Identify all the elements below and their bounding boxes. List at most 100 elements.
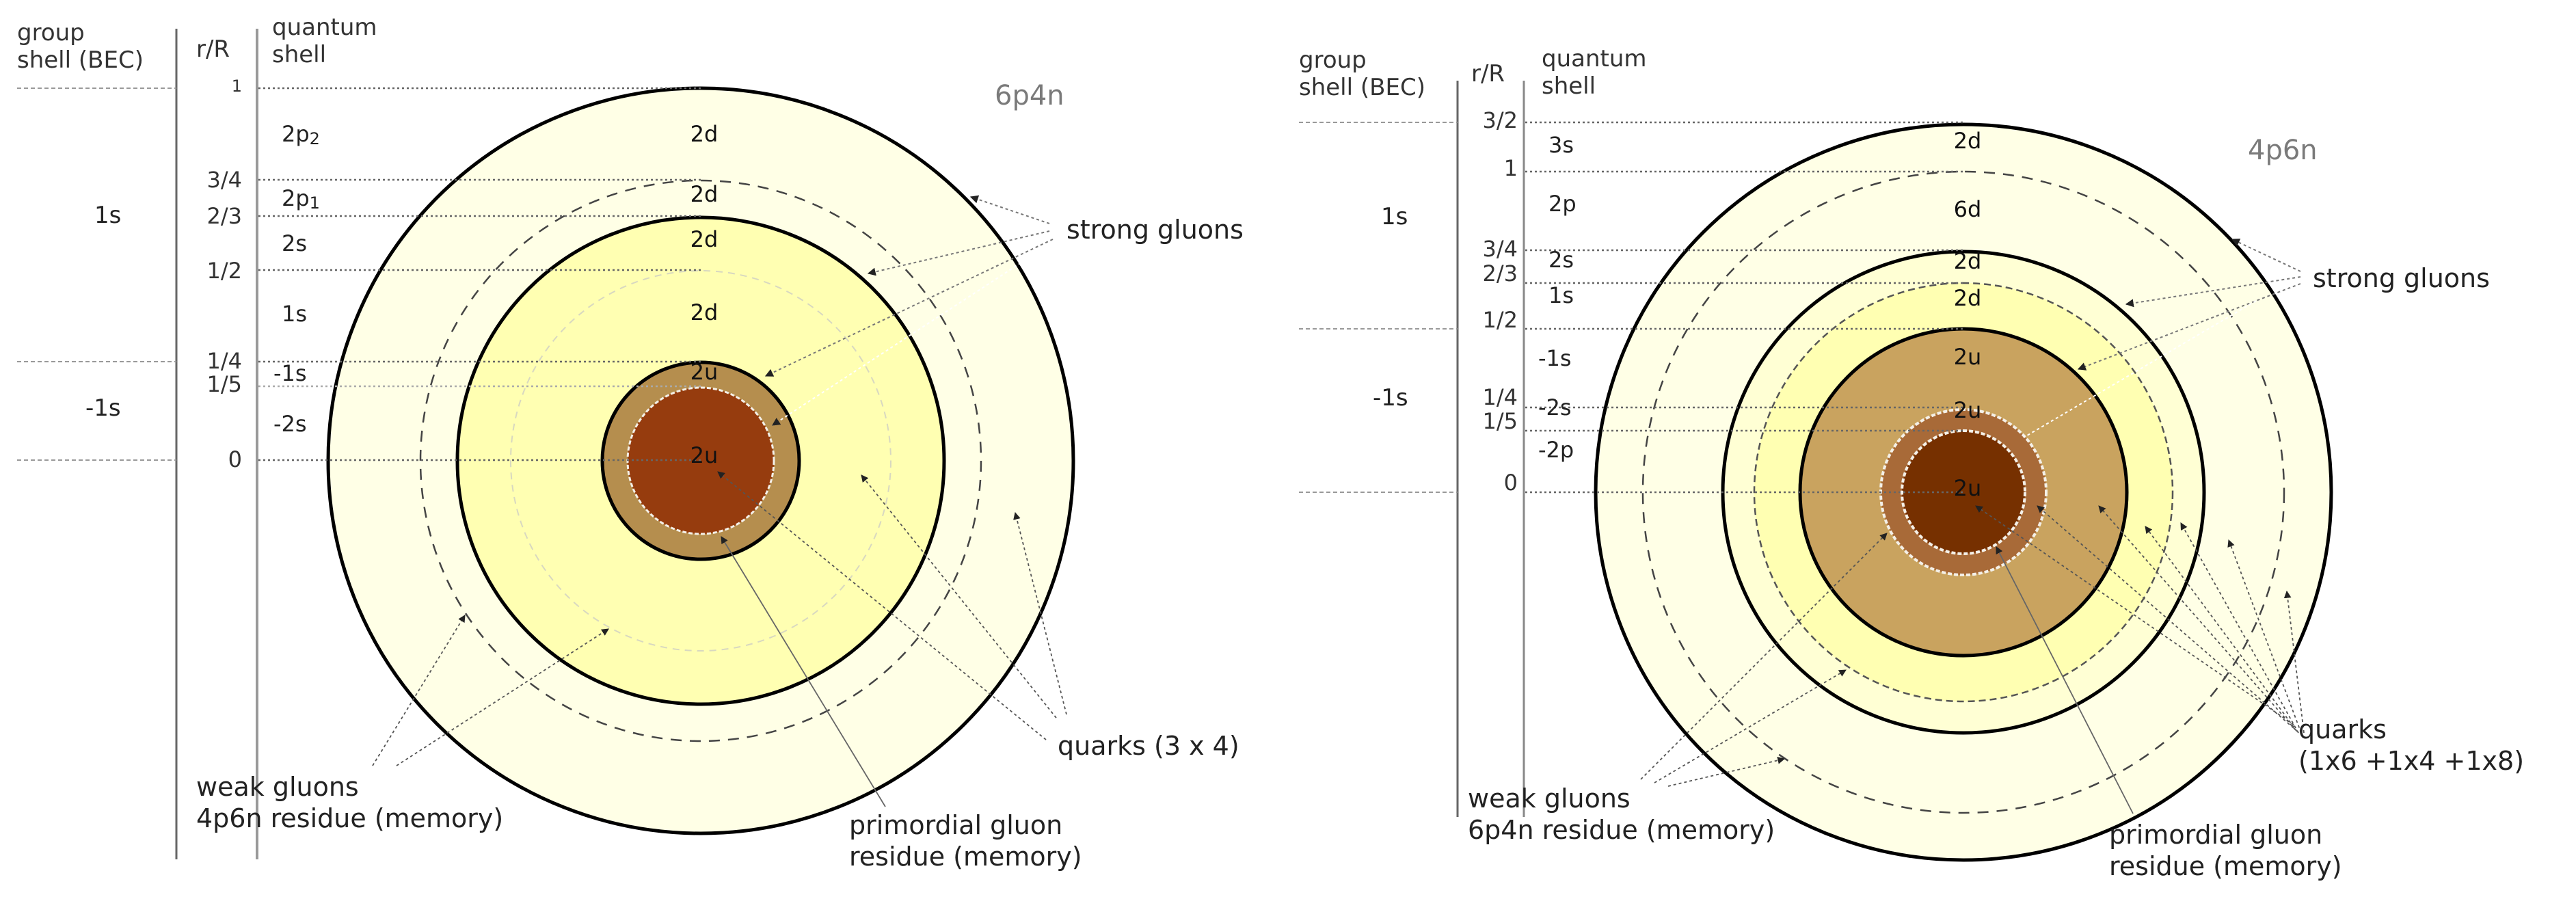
left-header-group-shell: group shell (BEC) (17, 19, 144, 74)
qshell-text: 2p (282, 185, 310, 211)
left-diagram (17, 29, 1075, 859)
annotation-text: weak gluons (1468, 783, 1631, 814)
right-ring-label-outer: 2d (1953, 128, 1982, 154)
right-qshell-3s: 3s (1548, 132, 1574, 158)
annotation-text: (1x6 +1x4 +1x8) (2298, 746, 2525, 776)
left-rR-1-4: 1/4 (206, 348, 243, 374)
left-qshell-2p1: 2p1 (282, 187, 320, 211)
left-ring-label-ring: 2u (690, 359, 719, 385)
right-rR-1-2: 1/2 (1482, 307, 1518, 333)
left-rR-0: 0 (228, 446, 242, 472)
right-group-shell-1s: 1s (1381, 203, 1408, 230)
left-rR-2-3: 2/3 (206, 203, 243, 229)
annotation-text: residue (memory) (2109, 851, 2342, 881)
left-qshell-1s: 1s (282, 301, 308, 327)
right-rR-1-4: 1/4 (1482, 384, 1518, 410)
header-text: shell (272, 41, 327, 68)
right-group-lines (1299, 122, 1458, 493)
left-rR-1-5: 1/5 (206, 371, 243, 397)
left-ring-label-outer: 2d (690, 121, 719, 147)
right-qshell-neg1s: -1s (1538, 345, 1572, 371)
left-dashed-shell (419, 179, 982, 742)
left-qshell-2p2: 2p2 (282, 123, 320, 147)
header-text: shell (BEC) (1299, 74, 1425, 101)
qshell-subscript: 2 (309, 129, 320, 148)
right-qshell-neg2s: -2s (1538, 394, 1572, 420)
header-text: quantum (1542, 45, 1647, 72)
right-rR-1: 1 (1503, 155, 1518, 181)
right-header-rR: r/R (1471, 60, 1505, 88)
right-diagram (1299, 81, 2333, 862)
right-quark-pointers (1975, 505, 2305, 734)
left-group-lines (17, 88, 176, 461)
left-qshell-neg2s: -2s (273, 411, 307, 437)
right-annotation-quarks: quarks (1x6 +1x4 +1x8) (2298, 714, 2524, 777)
right-rR-2-3: 2/3 (1482, 260, 1518, 286)
left-strong-gluon-pointers (764, 195, 1054, 426)
right-qshell-1s: 1s (1548, 282, 1574, 308)
header-text: group (17, 19, 85, 46)
left-annotation-quarks: quarks (3 x 4) (1058, 731, 1239, 761)
left-primordial-pointer (721, 536, 886, 807)
left-ring-label-core: 2u (690, 442, 719, 468)
left-group-shell-1s: 1s (94, 202, 122, 229)
header-text: shell (1542, 72, 1596, 100)
left-rR-lines (258, 87, 701, 461)
right-rR-3-2: 3/2 (1482, 107, 1518, 133)
left-rR-1-2: 1/2 (206, 258, 243, 284)
left-quark-pointers (717, 471, 1067, 740)
left-rR-3-4: 3/4 (206, 167, 243, 193)
annotation-text: residue (memory) (849, 842, 1082, 872)
right-rR-lines (1525, 121, 1963, 494)
left-ring-label-inner: 2d (690, 299, 719, 325)
annotation-text: 4p6n residue (memory) (196, 803, 504, 833)
left-annotation-weak-gluons: weak gluons 4p6n residue (memory) (196, 771, 503, 834)
right-primordial-pointer (1996, 546, 2134, 814)
right-ring-label-core: 2u (1953, 475, 1982, 501)
right-qshell-2s: 2s (1548, 247, 1574, 273)
left-annotation-primordial: primordial gluon residue (memory) (849, 809, 1082, 872)
header-text: group (1299, 46, 1367, 74)
annotation-text: weak gluons (196, 772, 359, 802)
right-rR-1-5: 1/5 (1482, 408, 1518, 434)
right-annotation-weak-gluons: weak gluons 6p4n residue (memory) (1468, 783, 1775, 846)
right-ring-label-dashed2: 2d (1953, 285, 1982, 311)
right-annotation-primordial: primordial gluon residue (memory) (2109, 819, 2342, 882)
annotation-text: primordial gluon (849, 810, 1063, 840)
right-strong-gluon-pointers (2023, 239, 2301, 438)
left-ring-label-middle: 2d (690, 226, 719, 252)
left-weak-gluon-pointers (372, 615, 609, 766)
right-core (1901, 429, 2026, 555)
right-weak-gluon-pointers (1640, 533, 1888, 787)
right-annotation-strong-gluons: strong gluons (2313, 263, 2490, 293)
left-panel: group shell (BEC) r/R quantum shell 1s -… (17, 14, 1244, 872)
header-text: quantum (272, 14, 377, 41)
right-group-shell-neg1s: -1s (1373, 384, 1408, 412)
right-dashed-shell (1641, 170, 2285, 814)
right-ring-label-ring: 2u (1953, 397, 1982, 423)
right-ring-label-shell2: 2d (1953, 248, 1982, 274)
right-rR-0: 0 (1503, 470, 1518, 496)
qshell-subscript: 1 (309, 193, 320, 213)
left-title: 6p4n (995, 80, 1064, 111)
right-ring-label-brown: 2u (1953, 344, 1982, 370)
right-qshell-neg2p: -2p (1538, 437, 1574, 463)
right-ring-label-dashed: 6d (1953, 196, 1982, 222)
left-rR-1: 1 (231, 77, 242, 96)
left-ring-label-dashed: 2d (690, 181, 719, 207)
right-header-quantum-shell: quantum shell (1542, 45, 1647, 100)
header-text: shell (BEC) (17, 46, 144, 74)
left-inner-dashed-shell (510, 270, 891, 652)
left-header-quantum-shell: quantum shell (272, 14, 377, 68)
right-header-group-shell: group shell (BEC) (1299, 46, 1425, 101)
left-qshell-2s: 2s (282, 230, 308, 256)
annotation-text: primordial gluon (2109, 820, 2323, 850)
right-qshell-2p: 2p (1548, 191, 1577, 217)
right-rR-3-4: 3/4 (1482, 236, 1518, 262)
left-group-shell-neg1s: -1s (85, 394, 121, 422)
left-annotation-strong-gluons: strong gluons (1066, 215, 1244, 245)
annotation-text: 6p4n residue (memory) (1468, 815, 1775, 845)
left-header-rR: r/R (196, 36, 230, 63)
